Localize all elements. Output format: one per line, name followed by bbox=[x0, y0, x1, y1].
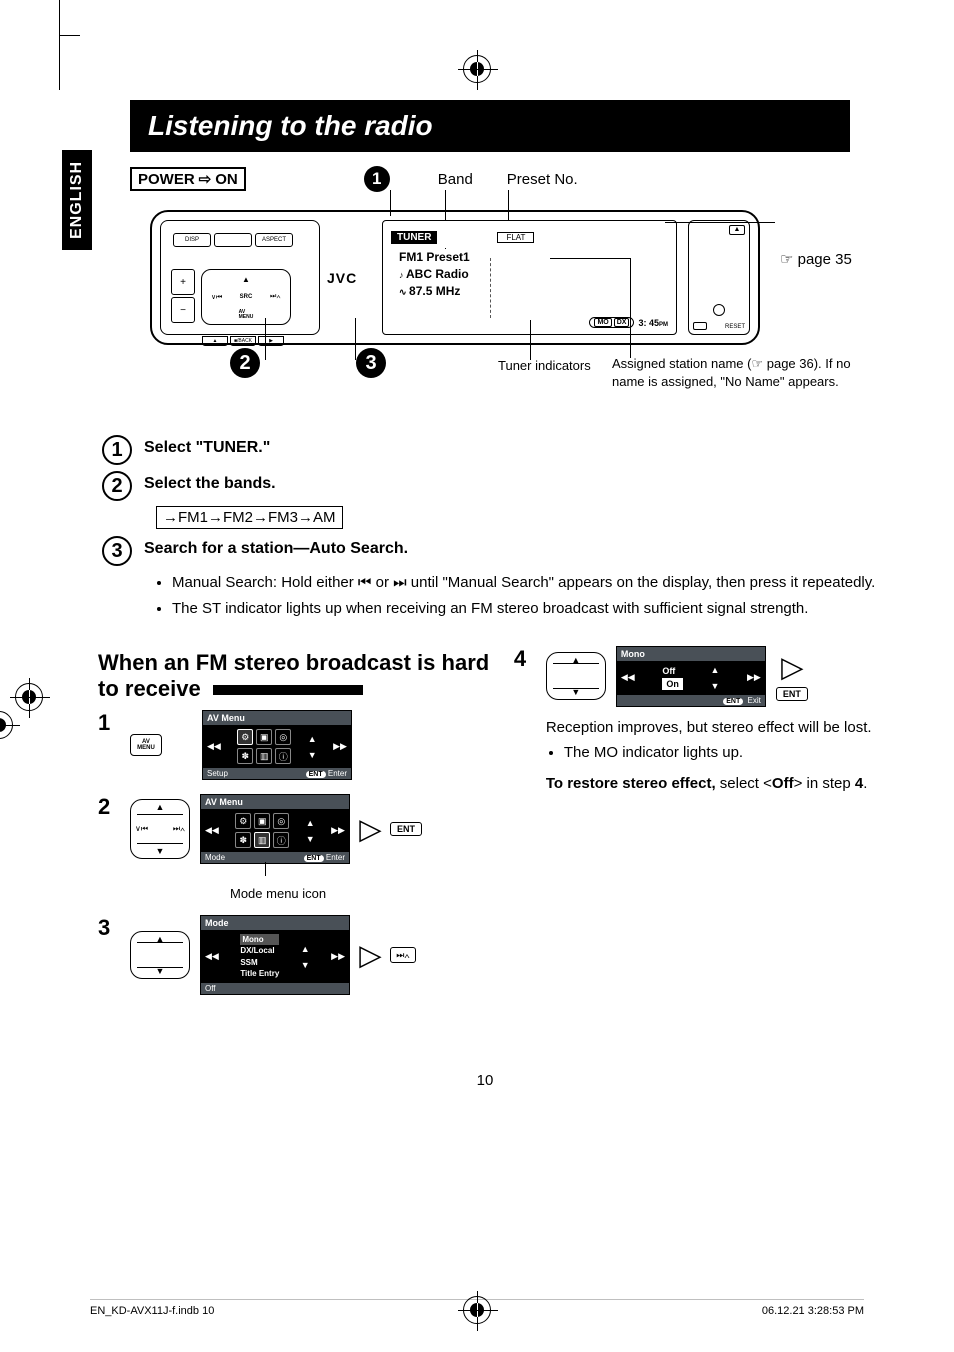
leader-line bbox=[665, 222, 775, 223]
footer-file: EN_KD-AVX11J-f.indb 10 bbox=[90, 1305, 214, 1317]
mo-dx-indicator: MODX bbox=[589, 317, 634, 328]
vol-down: − bbox=[171, 297, 195, 323]
band-label: Band bbox=[438, 171, 473, 188]
arrow-icon: ▶ bbox=[782, 652, 802, 683]
leader-line bbox=[530, 320, 531, 360]
step-2-marker: 2 bbox=[102, 471, 132, 501]
ministep-3-num: 3 bbox=[98, 915, 118, 941]
ministep-4: 4 ▲▼ Mono ◀◀ Off On bbox=[514, 646, 880, 794]
leader-line bbox=[490, 258, 491, 318]
power-text: POWER bbox=[138, 171, 195, 188]
mode-list-screen: Mode ◀◀ Mono DX/Local SSM Title Entry ▲▼… bbox=[200, 915, 350, 995]
reset-label: RESET bbox=[725, 324, 745, 330]
registration-mark-icon bbox=[0, 711, 13, 739]
radio-device: DISP ASPECT + − ▲ ∨⏮SRC⏭∧ AVMENU ▲ ■/BAC… bbox=[150, 210, 760, 345]
on-text: ON bbox=[215, 171, 238, 188]
step-3-marker: 3 bbox=[102, 536, 132, 566]
section-title: Listening to the radio bbox=[130, 100, 850, 152]
next-button: ⏭∧ bbox=[390, 947, 416, 963]
subsection-heading: When an FM stereo broadcast is hard to r… bbox=[98, 650, 494, 703]
callout-marker-1: 1 bbox=[364, 166, 390, 192]
step-bullets: Manual Search: Hold either ⏮ or ⏭ until … bbox=[156, 572, 880, 620]
bottom-callouts: 2 3 bbox=[230, 348, 386, 378]
ministep-1: 1 AVMENU AV Menu ◀◀ ⚙▣◎ ✽▥ⓘ ▲▼ bbox=[98, 710, 494, 780]
disp-button: DISP bbox=[173, 233, 211, 247]
registration-mark-icon bbox=[463, 55, 491, 83]
device-illustration: DISP ASPECT + − ▲ ∨⏮SRC⏭∧ AVMENU ▲ ■/BAC… bbox=[130, 200, 870, 400]
vol-up: + bbox=[171, 269, 195, 295]
bullet-manual-search: Manual Search: Hold either ⏮ or ⏭ until … bbox=[172, 572, 880, 594]
callout-marker-2: 2 bbox=[230, 348, 260, 378]
tuner-tag: TUNER bbox=[391, 231, 437, 244]
leader-line bbox=[445, 248, 446, 249]
page-ref-35: ☞ page 35 bbox=[780, 250, 852, 268]
leader-line bbox=[508, 190, 509, 220]
preset-label: Preset No. bbox=[507, 171, 578, 188]
control-panel: DISP ASPECT + − ▲ ∨⏮SRC⏭∧ AVMENU bbox=[160, 220, 320, 335]
dpad-control: ▲▼ ∨⏮⏭∧ bbox=[130, 799, 190, 859]
page-number: 10 bbox=[477, 1072, 494, 1089]
ministep-3: 3 ▲▼ Mode ◀◀ Mono DX/Local SSM bbox=[98, 915, 494, 995]
aux-button bbox=[693, 322, 707, 330]
flat-tag: FLAT bbox=[497, 232, 534, 243]
ministep-2-num: 2 bbox=[98, 794, 118, 820]
heading-rule bbox=[213, 685, 363, 695]
language-tab: ENGLISH bbox=[62, 150, 92, 250]
att-button bbox=[214, 233, 252, 247]
volume-buttons: + − bbox=[171, 269, 195, 325]
mono-screen: Mono ◀◀ Off On ▲▼ ▶▶ ENT Exit bbox=[616, 646, 766, 707]
av-menu-mode-screen: AV Menu ◀◀ ⚙▣◎ ✽▥ⓘ ▲▼ ▶▶ ModeENT Enter bbox=[200, 794, 350, 864]
leader-line bbox=[630, 258, 631, 358]
tuner-indicators-label: Tuner indicators bbox=[498, 358, 591, 373]
header-row: POWER ⇨ ON 1 Band Preset No. bbox=[130, 166, 880, 192]
registration-mark-icon bbox=[15, 683, 43, 711]
band-chain: →FM1→FM2→FM3→AM bbox=[156, 507, 343, 528]
restore-note: To restore stereo effect, select <Off> i… bbox=[546, 773, 880, 794]
reset-hole bbox=[713, 304, 725, 316]
step-2-text: Select the bands. bbox=[144, 475, 276, 493]
ministep-1-num: 1 bbox=[98, 710, 118, 736]
crop-mark bbox=[40, 0, 60, 90]
steps-list: 1 Select "TUNER." 2 Select the bands. →F… bbox=[102, 435, 880, 620]
display-screen: TUNER FLAT FM1 Preset1 ♪ ABC Radio ∿ 87.… bbox=[382, 220, 677, 335]
right-controls: ▲ RESET bbox=[688, 220, 750, 335]
aspect-button: ASPECT bbox=[255, 233, 293, 247]
leader-line bbox=[445, 190, 446, 220]
brand-logo: JVC bbox=[327, 270, 357, 286]
av-menu-button: AVMENU bbox=[130, 734, 162, 756]
reception-note: Reception improves, but stereo effect wi… bbox=[546, 717, 880, 763]
arrow-icon: ▶ bbox=[360, 814, 380, 845]
eject-button: ▲ bbox=[729, 225, 745, 235]
callout-marker-3: 3 bbox=[356, 348, 386, 378]
ministep-2: 2 ▲▼ ∨⏮⏭∧ AV Menu ◀◀ ⚙▣◎ bbox=[98, 794, 494, 901]
ent-button: ENT bbox=[390, 822, 422, 836]
bullet-st-indicator: The ST indicator lights up when receivin… bbox=[172, 598, 880, 620]
mo-indicator-note: The MO indicator lights up. bbox=[564, 742, 880, 763]
updown-control: ▲▼ bbox=[546, 652, 606, 700]
leader-line bbox=[390, 190, 391, 216]
av-menu-screen: AV Menu ◀◀ ⚙▣◎ ✽▥ⓘ ▲▼ ▶▶ SetupENT Enter bbox=[202, 710, 352, 780]
power-on-label: POWER ⇨ ON bbox=[130, 167, 246, 191]
clock: 3: 45PM bbox=[638, 318, 668, 328]
bottom-buttons: ▲ ■/BACK ▶ bbox=[202, 336, 284, 346]
step-1-marker: 1 bbox=[102, 435, 132, 465]
ministep-4-num: 4 bbox=[514, 646, 534, 672]
station-name-note: Assigned station name (☞ page 36). If no… bbox=[612, 355, 872, 390]
step-3-text: Search for a station—Auto Search. bbox=[144, 540, 408, 558]
mode-icon-caption: Mode menu icon bbox=[230, 886, 494, 901]
arrow-icon: ⇨ bbox=[199, 170, 212, 188]
footer-timestamp: 06.12.21 3:28:53 PM bbox=[762, 1305, 864, 1317]
screen-text: FM1 Preset1 ♪ ABC Radio ∿ 87.5 MHz bbox=[399, 249, 470, 299]
updown-control: ▲▼ bbox=[130, 931, 190, 979]
registration-mark-icon bbox=[463, 1296, 491, 1324]
page-content: Listening to the radio POWER ⇨ ON 1 Band… bbox=[90, 100, 880, 1009]
arrow-icon: ▶ bbox=[360, 940, 380, 971]
step-1-text: Select "TUNER." bbox=[144, 439, 270, 457]
leader-line bbox=[550, 258, 630, 259]
dpad: ▲ ∨⏮SRC⏭∧ AVMENU bbox=[201, 269, 291, 325]
fm-stereo-section: When an FM stereo broadcast is hard to r… bbox=[98, 650, 880, 1010]
ent-button: ENT bbox=[776, 687, 808, 701]
